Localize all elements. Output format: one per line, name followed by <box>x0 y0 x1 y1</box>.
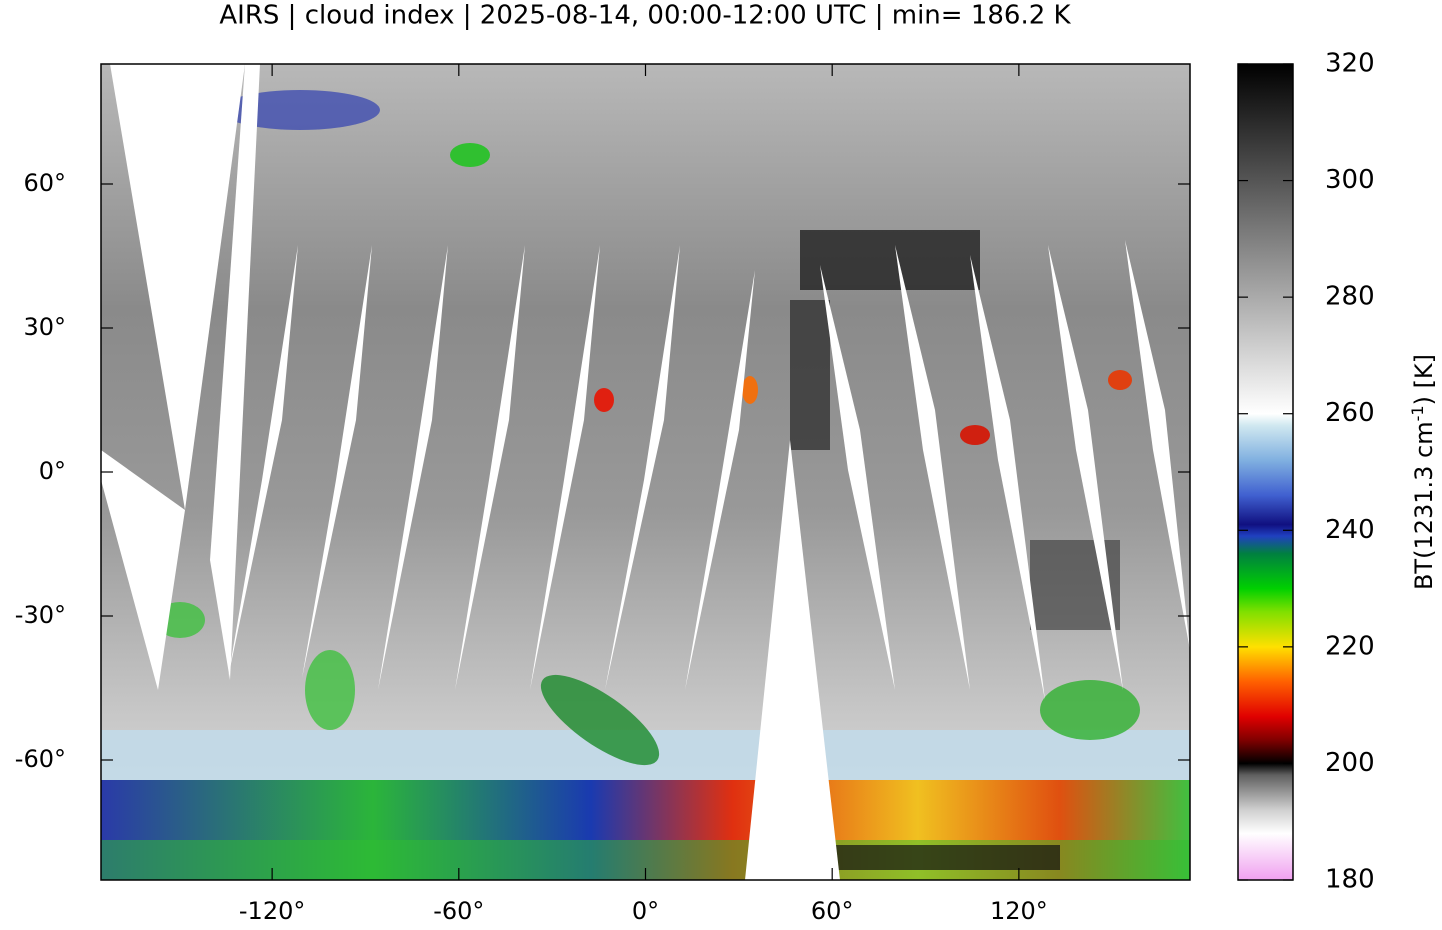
x-tick-label: 120° <box>990 897 1048 925</box>
map-image <box>101 64 1190 880</box>
x-tick-label: -120° <box>239 897 305 925</box>
y-tick-label: 60° <box>23 169 66 197</box>
y-tick-label: -60° <box>15 745 66 773</box>
label-suffix: ) [K] <box>1410 354 1438 405</box>
y-tick-label: 30° <box>23 313 66 341</box>
colorbar-label: BT(1231.3 cm-1) [K] <box>1408 354 1439 590</box>
colorbar-tick-label: 240 <box>1325 515 1375 545</box>
x-tick-label: 0° <box>632 897 659 925</box>
y-tick-label: 0° <box>39 457 66 485</box>
colorbar-tick-label: 180 <box>1325 865 1375 895</box>
colorbar-tick-label: 200 <box>1325 748 1375 778</box>
title: AIRS | cloud index | 2025-08-14, 00:00-1… <box>219 1 1071 31</box>
colorbar-tick-label: 300 <box>1325 165 1375 195</box>
x-tick-label: -60° <box>433 897 484 925</box>
colorbar-tick-label: 320 <box>1325 49 1375 79</box>
colorbar <box>1237 63 1294 881</box>
colorbar-tick-label: 280 <box>1325 282 1375 312</box>
label-text: BT(1231.3 cm <box>1410 421 1438 590</box>
colorbar-tick-label: 220 <box>1325 631 1375 661</box>
colorbar-tick-label: 260 <box>1325 398 1375 428</box>
label-superscript: -1 <box>1408 405 1427 421</box>
y-tick-label: -30° <box>15 601 66 629</box>
x-tick-label: 60° <box>811 897 854 925</box>
